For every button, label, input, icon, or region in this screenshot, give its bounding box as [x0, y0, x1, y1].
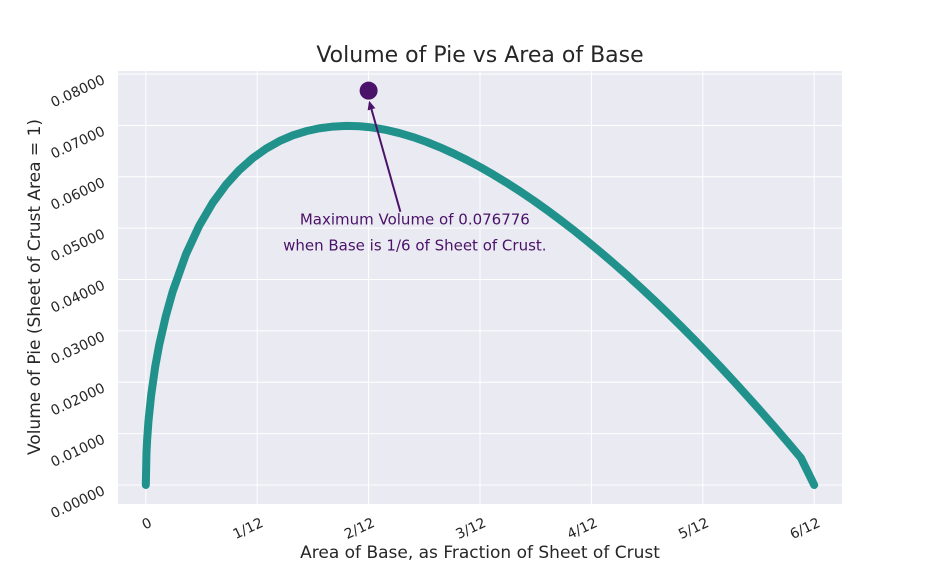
annotation: Maximum Volume of 0.076776 when Base is … — [283, 100, 547, 255]
chart-title: Volume of Pie vs Area of Base — [316, 43, 643, 68]
y-tick-label: 0.00000 — [48, 483, 107, 522]
y-tick-labels: 0.00000 0.01000 0.02000 0.03000 0.04000 0.050… — [48, 72, 107, 522]
x-tick-label: 3/12 — [453, 515, 488, 543]
y-tick-label: 0.02000 — [48, 380, 107, 419]
annotation-text-line1: Maximum Volume of 0.076776 — [300, 211, 530, 229]
y-tick-label: 0.08000 — [48, 72, 107, 111]
annotation-text-line2: when Base is 1/6 of Sheet of Crust. — [283, 237, 546, 255]
series-line-volume — [141, 121, 819, 489]
y-axis-label: Volume of Pie (Sheet of Crust Area = 1) — [25, 119, 45, 455]
y-tick-label: 0.01000 — [48, 432, 107, 471]
x-axis-label: Area of Base, as Fraction of Sheet of Cr… — [300, 543, 660, 563]
x-tick-label: 6/12 — [788, 515, 823, 543]
y-tick-label: 0.03000 — [48, 329, 107, 368]
x-tick-labels: 0 1/12 2/12 3/12 4/12 5/12 6/12 — [140, 515, 823, 543]
x-tick-label: 0 — [140, 515, 155, 533]
x-tick-label: 4/12 — [565, 515, 600, 543]
x-tick-label: 2/12 — [342, 515, 377, 543]
x-tick-label: 5/12 — [676, 515, 711, 543]
y-gridlines — [118, 73, 842, 486]
y-tick-label: 0.07000 — [48, 124, 107, 163]
x-gridlines — [145, 71, 815, 504]
y-tick-label: 0.04000 — [48, 278, 107, 317]
max-point-marker — [359, 81, 378, 100]
y-tick-label: 0.05000 — [48, 226, 107, 265]
y-tick-label: 0.06000 — [48, 175, 107, 214]
annotation-arrow — [367, 100, 402, 212]
x-tick-label: 1/12 — [231, 515, 266, 543]
